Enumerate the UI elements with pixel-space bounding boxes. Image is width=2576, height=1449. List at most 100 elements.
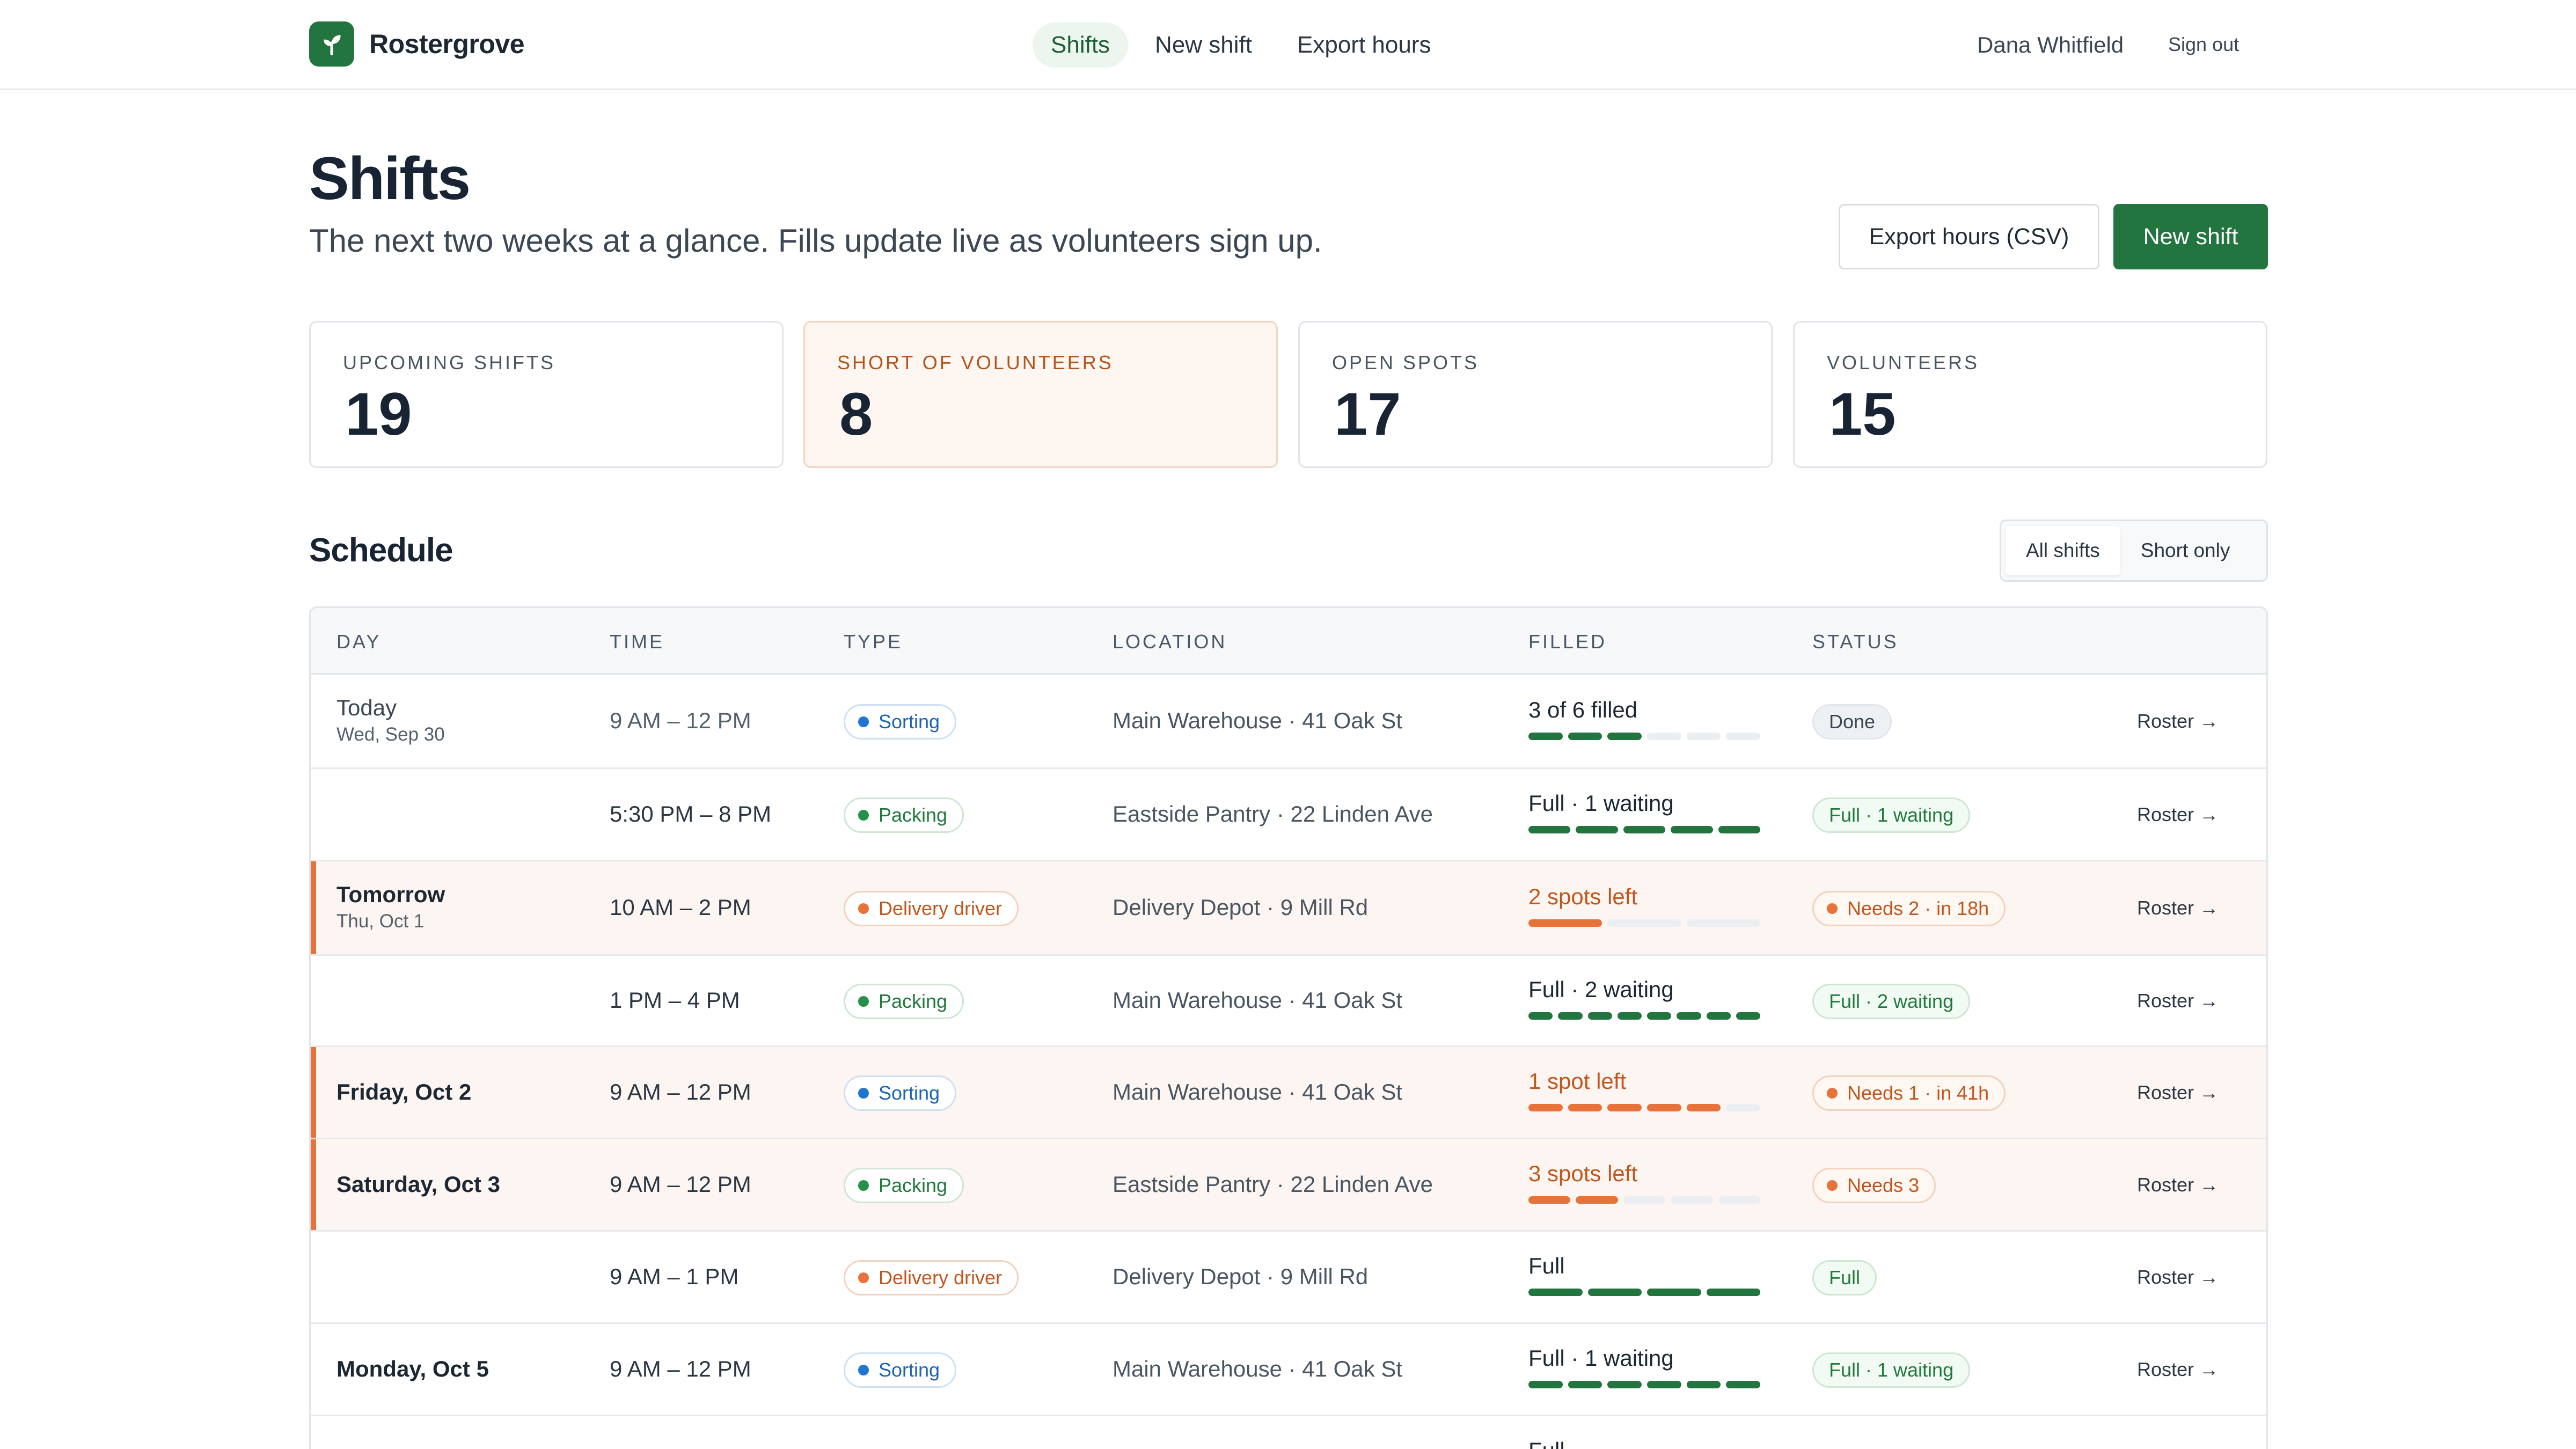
fill-segment	[1528, 826, 1571, 833]
table-row[interactable]: Tomorrow Thu, Oct 1 10 AM – 2 PM Delivery d…	[311, 861, 2266, 956]
location-cell: Delivery Depot · 9 Mill Rd	[1113, 895, 1368, 920]
fill-segment	[1568, 1104, 1602, 1111]
stat-card-upcoming-shifts: UPCOMING SHIFTS 19	[309, 321, 784, 468]
stat-label: OPEN SPOTS	[1332, 352, 1480, 374]
filled-text: 1 spot left	[1528, 1069, 1627, 1094]
status-badge: Full · 1 waiting	[1812, 1352, 1971, 1388]
roster-link[interactable]: Roster →	[2137, 1358, 2219, 1380]
sign-out-link[interactable]: Sign out	[2168, 33, 2240, 55]
export-hours-csv-button[interactable]: Export hours (CSV)	[1839, 204, 2099, 269]
fill-progress-bar	[1528, 733, 1761, 740]
new-shift-button[interactable]: New shift	[2113, 204, 2268, 269]
fill-segment	[1647, 733, 1681, 740]
day-cell: Monday, Oct 5	[336, 1356, 489, 1382]
fill-segment	[1617, 1012, 1642, 1020]
table-row[interactable]: Saturday, Oct 3 9 AM – 12 PM Packing Eastsi…	[311, 1139, 2266, 1232]
status-label: Needs 1 · in 41h	[1847, 1082, 1989, 1104]
filled-text: 3 spots left	[1528, 1161, 1638, 1186]
roster-link[interactable]: Roster →	[2137, 803, 2219, 825]
day-label: Saturday, Oct 3	[336, 1172, 500, 1197]
day-cell: Today Wed, Sep 30	[336, 695, 445, 745]
type-badge-delivery-driver: Delivery driver	[844, 891, 1019, 926]
stat-card-open-spots: OPEN SPOTS 17	[1298, 321, 1773, 468]
location-cell: Eastside Pantry · 22 Linden Ave	[1113, 801, 1433, 826]
fill-segment	[1647, 1289, 1701, 1296]
nav-export-hours[interactable]: Export hours	[1297, 32, 1431, 58]
time-cell: 9 AM – 12 PM	[610, 1172, 751, 1197]
dot-icon	[858, 1365, 869, 1375]
day-cell: Saturday, Oct 3	[336, 1172, 500, 1197]
col-time: TIME	[610, 631, 664, 653]
fill-segment	[1677, 1012, 1701, 1020]
table-row[interactable]: Friday, Oct 2 9 AM – 12 PM Sorting Main War…	[311, 1047, 2266, 1139]
filter-all-shifts[interactable]: All shifts	[2006, 526, 2120, 575]
dot-icon	[858, 716, 869, 727]
fill-segment	[1528, 1012, 1553, 1020]
stat-value: 15	[1829, 380, 1896, 448]
fill-segment	[1528, 1104, 1563, 1111]
fill-segment	[1587, 1289, 1642, 1296]
roster-link[interactable]: Roster →	[2137, 990, 2219, 1012]
type-label: Sorting	[879, 711, 940, 733]
schedule-table: DAY TIME TYPE LOCATION FILLED STATUS Tod…	[309, 606, 2268, 1449]
location-cell: Main Warehouse · 41 Oak St	[1113, 1079, 1403, 1104]
fill-segment	[1647, 1381, 1681, 1388]
fill-segment	[1686, 1104, 1721, 1111]
stat-card-short-of-volunteers: SHORT OF VOLUNTEERS 8	[803, 321, 1278, 468]
roster-link[interactable]: Roster →	[2137, 897, 2219, 919]
filter-short-only[interactable]: Short only	[2140, 539, 2230, 561]
status-label: Needs 3	[1847, 1174, 1920, 1196]
filled-text: 2 spots left	[1528, 884, 1638, 909]
table-row[interactable]: Monday, Oct 5 9 AM – 12 PM Sorting Main War…	[311, 1324, 2266, 1416]
dot-icon	[858, 810, 869, 821]
fill-segment	[1726, 733, 1761, 740]
type-badge-sorting: Sorting	[844, 704, 957, 740]
day-label: Friday, Oct 2	[336, 1079, 472, 1104]
roster-link[interactable]: Roster →	[2137, 710, 2219, 732]
stat-value: 19	[345, 380, 412, 448]
user-name[interactable]: Dana Whitfield	[1977, 32, 2124, 57]
fill-segment	[1528, 1289, 1583, 1296]
status-badge: Full · 1 waiting	[1812, 797, 1971, 833]
day-label: Monday, Oct 5	[336, 1356, 489, 1381]
fill-segment	[1726, 1104, 1761, 1111]
type-badge-delivery-driver: Delivery driver	[844, 1260, 1019, 1296]
table-row[interactable]: 1 PM – 4 PM Packing Main Warehouse · 41 Oa…	[311, 956, 2266, 1047]
roster-link[interactable]: Roster →	[2137, 1081, 2219, 1103]
fill-segment	[1528, 1381, 1563, 1388]
stat-value: 17	[1334, 380, 1401, 448]
status-label: Done	[1829, 711, 1876, 733]
dot-icon	[858, 903, 869, 914]
location-cell: Main Warehouse · 41 Oak St	[1113, 987, 1403, 1013]
fill-segment	[1528, 919, 1602, 927]
day-cell: Friday, Oct 2	[336, 1079, 471, 1105]
stat-label: VOLUNTEERS	[1827, 352, 1980, 374]
col-location: LOCATION	[1113, 631, 1227, 653]
filled-text: 3 of 6 filled	[1528, 697, 1638, 722]
time-cell: 9 AM – 1 PM	[610, 1264, 739, 1289]
table-row[interactable]: 9 AM – 1 PM Delivery driver Delivery Depot…	[311, 1232, 2266, 1324]
fill-segment	[1623, 1196, 1666, 1204]
day-cell: Tomorrow Thu, Oct 1	[336, 882, 445, 932]
table-row[interactable]: Full	[311, 1416, 2266, 1449]
type-label: Packing	[879, 990, 948, 1012]
brand[interactable]: Rostergrove	[309, 21, 525, 67]
table-header: DAY TIME TYPE LOCATION FILLED STATUS	[311, 608, 2266, 675]
dot-icon	[858, 1180, 869, 1191]
app-name: Rostergrove	[369, 29, 525, 59]
time-cell: 9 AM – 12 PM	[610, 1079, 751, 1104]
fill-segment	[1576, 1196, 1618, 1204]
location-cell: Eastside Pantry · 22 Linden Ave	[1113, 1172, 1433, 1197]
roster-link[interactable]: Roster →	[2137, 1174, 2219, 1196]
nav-new-shift[interactable]: New shift	[1155, 32, 1252, 58]
table-row[interactable]: 5:30 PM – 8 PM Packing Eastside Pantry · 2…	[311, 769, 2266, 861]
type-badge-sorting: Sorting	[844, 1075, 957, 1111]
status-label: Full · 1 waiting	[1829, 1359, 1954, 1381]
table-row[interactable]: Today Wed, Sep 30 9 AM – 12 PM Sorting Main …	[311, 675, 2266, 769]
status-badge: Needs 3	[1812, 1168, 1936, 1203]
fill-progress-bar	[1528, 826, 1761, 833]
roster-link[interactable]: Roster →	[2137, 1266, 2219, 1288]
nav-shifts[interactable]: Shifts	[1033, 23, 1129, 68]
col-type: TYPE	[844, 631, 903, 653]
fill-segment	[1647, 1104, 1681, 1111]
